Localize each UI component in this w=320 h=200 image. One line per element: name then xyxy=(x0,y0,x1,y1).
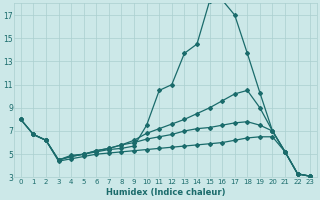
X-axis label: Humidex (Indice chaleur): Humidex (Indice chaleur) xyxy=(106,188,225,197)
